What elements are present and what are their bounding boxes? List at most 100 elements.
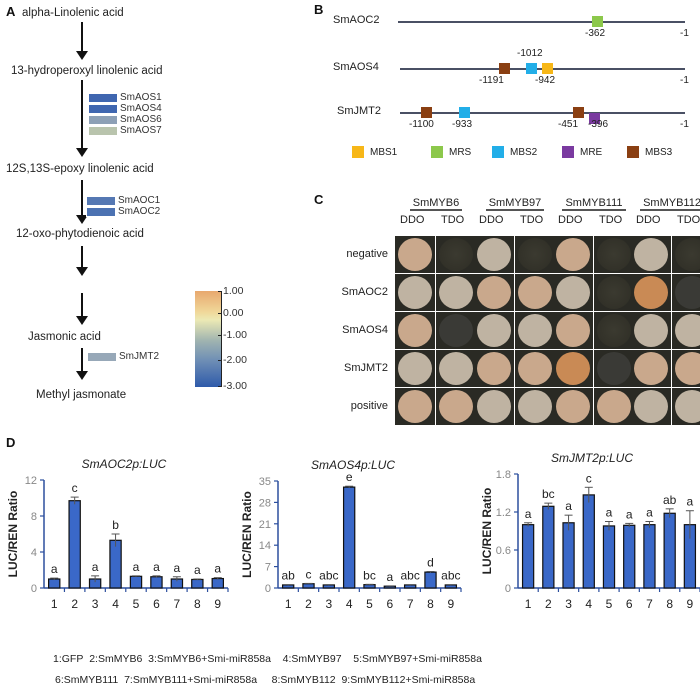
colorbar [195, 291, 221, 387]
x-tick-label: 7 [407, 597, 414, 611]
bar [403, 584, 417, 589]
row-label: negative [346, 248, 388, 260]
y-tick-label: 1.8 [496, 469, 511, 481]
binding-site-mbs1-icon [542, 63, 553, 74]
yeast-plate [395, 236, 435, 273]
metabolite-label: 12S,13S-epoxy linolenic acid [6, 163, 154, 175]
x-tick-label: 9 [687, 597, 694, 611]
arrow-icon [76, 246, 88, 276]
heatmap-cell [88, 92, 118, 103]
bar [47, 578, 61, 589]
yeast-colony [597, 390, 631, 423]
yeast-plate [395, 312, 435, 349]
x-tick-label: 4 [346, 597, 353, 611]
promoter-name: SmJMT2 [337, 105, 381, 117]
yeast-plate [395, 274, 435, 311]
metabolite-label: 12-oxo-phytodienoic acid [16, 228, 144, 240]
bar [150, 576, 163, 589]
heatmap-cell [88, 103, 118, 114]
x-tick-label: 4 [585, 597, 592, 611]
site-position-label: -1100 [409, 119, 434, 130]
yeast-colony [597, 276, 631, 309]
row-label: SmAOC2 [341, 286, 388, 298]
arrow-icon [76, 22, 88, 60]
panel-b-letter: B [314, 2, 324, 17]
x-tick-label: 6 [386, 597, 393, 611]
heatmap-gene-row: SmAOS6 [88, 114, 162, 125]
yeast-plate [631, 388, 671, 425]
heatmap-gene-row: SmAOS4 [88, 103, 162, 114]
gene-label: SmAOS7 [120, 125, 162, 136]
medium-label: TDO [520, 214, 544, 226]
y-tick-label: 0 [505, 583, 511, 595]
yeast-plate [474, 274, 514, 311]
legend-label: MBS2 [510, 146, 538, 158]
bar-chart-3: 0 0.6 1.2 1.8 SmJMT2p:LUC LUC/REN Ratio a 1 bc 2 a… [480, 451, 700, 611]
column-header: SmMYB97 [472, 197, 558, 211]
significance-letter: e [346, 470, 353, 484]
yeast-colony [518, 314, 552, 347]
arrow-icon [76, 348, 88, 380]
site-position-label: -942 [535, 75, 556, 86]
panel-c-letter: C [314, 192, 324, 207]
legend-line-1: 1:GFP 2:SmMYB6 3:SmMYB6+Smi-miR858a 4:Sm… [53, 653, 482, 665]
yeast-plate [515, 274, 555, 311]
x-tick-label: 3 [325, 597, 332, 611]
bar [68, 500, 81, 589]
x-tick-label: 9 [447, 597, 454, 611]
arrow-icon [76, 80, 88, 157]
yeast-colony [634, 276, 668, 309]
heatmap-gene-row: SmAOS7 [88, 125, 162, 136]
bar [109, 539, 122, 589]
site-position-label: -1012 [517, 48, 543, 59]
x-tick-label: 1 [285, 597, 292, 611]
colorbar-tick: -1.00 [218, 329, 247, 341]
column-header: SmMYB111 [551, 197, 637, 211]
bar [342, 486, 356, 589]
gene-label: SmAOS1 [120, 92, 162, 103]
panel-a-letter: A [6, 4, 16, 19]
y-tick-label: 28 [259, 497, 271, 509]
colorbar-tick: 1.00 [218, 285, 243, 297]
significance-letter: a [626, 507, 633, 521]
significance-letter: a [153, 560, 160, 574]
gene-label: SmJMT2 [119, 351, 159, 362]
y-tick-label: 4 [31, 547, 37, 559]
site-position-label: -451 [558, 119, 579, 130]
significance-letter: a [214, 562, 221, 576]
significance-letter: c [306, 567, 312, 581]
x-tick-label: 2 [71, 597, 78, 611]
yeast-plate [594, 350, 634, 387]
yeast-plate [553, 236, 593, 273]
bar [562, 522, 575, 589]
heatmap-gene-row: SmAOC2 [86, 206, 160, 217]
site-position-label: -933 [452, 119, 473, 130]
medium-label: TDO [599, 214, 623, 226]
heatmap-cell [86, 195, 116, 206]
yeast-plate [474, 388, 514, 425]
legend-label: MRE [580, 146, 603, 158]
bar [521, 524, 535, 589]
bar [602, 525, 616, 589]
legend-swatch-icon [352, 146, 364, 158]
significance-letter: a [194, 563, 201, 577]
legend-item-mrs: MRS [431, 146, 471, 158]
x-tick-label: 6 [153, 597, 160, 611]
y-tick-label: 35 [259, 476, 271, 488]
bar [322, 584, 336, 589]
bar [424, 571, 437, 589]
site-position-label: -1191 [479, 75, 504, 86]
heatmap-cell [87, 351, 117, 362]
yeast-colony [518, 276, 552, 309]
yeast-colony [556, 276, 590, 309]
x-tick-label: 6 [626, 597, 633, 611]
legend-item-mbs1: MBS1 [352, 146, 397, 158]
legend-label: MRS [449, 146, 472, 158]
yeast-plate [553, 274, 593, 311]
promoter-end-label: -1 [680, 119, 689, 130]
yeast-plate [436, 312, 476, 349]
yeast-plate [594, 388, 634, 425]
yeast-colony [398, 390, 432, 423]
yeast-plate [672, 236, 700, 273]
